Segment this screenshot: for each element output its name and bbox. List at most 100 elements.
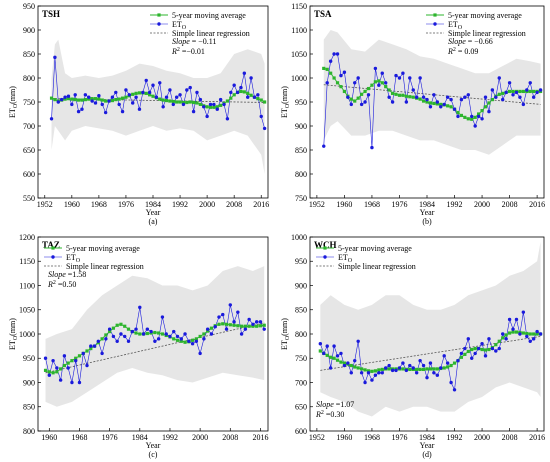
- eto-point: [366, 93, 371, 97]
- moving-average-point: [89, 346, 93, 351]
- moving-average-point: [507, 89, 512, 94]
- moving-average-point: [384, 85, 388, 89]
- eto-point: [100, 102, 104, 107]
- eto-point: [160, 315, 165, 319]
- eto-point: [243, 327, 248, 331]
- subfigure-caption: (c): [149, 450, 158, 459]
- eto-point: [414, 95, 419, 99]
- eto-point: [432, 371, 436, 375]
- moving-average-point: [225, 99, 230, 103]
- x-tick-label: 2008: [222, 433, 238, 442]
- moving-average-point: [157, 331, 161, 335]
- moving-average-point: [446, 365, 450, 369]
- moving-average-point: [80, 98, 84, 102]
- y-axis-label: ETO(mm): [280, 318, 291, 350]
- eto-point: [370, 145, 374, 150]
- r2-value: =−0.01: [180, 47, 205, 56]
- moving-average-point: [432, 101, 436, 106]
- moving-average-point: [353, 99, 357, 103]
- legend-ma-label: 5-year moving average: [66, 244, 140, 253]
- moving-average-point: [421, 99, 426, 103]
- moving-average-point: [100, 98, 104, 102]
- moving-average-point: [114, 98, 118, 102]
- moving-average-point: [206, 329, 210, 333]
- x-tick-label: 1968: [91, 200, 107, 209]
- eto-point: [445, 95, 450, 99]
- x-tick-label: 1968: [364, 200, 380, 209]
- eto-point: [370, 378, 374, 382]
- moving-average-point: [477, 112, 481, 116]
- eto-point: [487, 109, 491, 114]
- x-axis-label: Year: [420, 441, 435, 450]
- moving-average-point: [483, 348, 488, 352]
- moving-average-point: [514, 330, 519, 334]
- moving-average-point: [446, 104, 450, 108]
- legend-eto-label: ETO: [172, 20, 187, 31]
- moving-average-point: [115, 323, 119, 327]
- y-tick-label: 900: [23, 26, 35, 35]
- eto-point: [380, 371, 384, 375]
- moving-average-point: [318, 349, 322, 353]
- moving-average-point: [198, 334, 202, 339]
- y-tick-label: 1050: [19, 306, 35, 315]
- moving-average-point: [55, 370, 59, 374]
- moving-average-point: [258, 324, 263, 328]
- moving-average-point: [335, 358, 340, 362]
- moving-average-point: [175, 338, 180, 342]
- eto-point: [66, 94, 71, 98]
- eto-point: [194, 339, 199, 343]
- eto-point: [473, 124, 477, 128]
- eto-point: [70, 102, 74, 107]
- moving-average-point: [325, 353, 329, 357]
- x-tick-label: 1968: [71, 433, 87, 442]
- moving-average-point: [185, 100, 189, 105]
- eto-point: [254, 320, 259, 324]
- moving-average-point: [415, 367, 419, 372]
- eto-point: [224, 327, 229, 331]
- moving-average-point: [535, 332, 539, 336]
- eto-point: [119, 332, 123, 336]
- eto-point: [77, 380, 82, 385]
- eto-point: [175, 334, 180, 339]
- y-axis-label-prefix: ET: [280, 340, 289, 350]
- eto-point: [73, 93, 77, 97]
- legend-eto-subscript: O: [458, 25, 463, 31]
- moving-average-point: [329, 71, 333, 75]
- eto-point: [449, 380, 453, 385]
- moving-average-point: [138, 332, 142, 336]
- y-tick-label: 750: [23, 98, 35, 107]
- subfigure-caption: (b): [422, 217, 432, 226]
- moving-average-point: [179, 339, 183, 343]
- y-tick-label: 1150: [19, 257, 35, 266]
- eto-point: [147, 90, 152, 95]
- y-tick-label: 1000: [19, 330, 35, 339]
- panel-tsa: 750 800 850 900 950 1000 1050 1100 1150 1952 1960 1…: [280, 2, 545, 226]
- r2-text: R2 = 0.09: [447, 47, 478, 56]
- slope-text: Slope =1.07: [316, 400, 354, 409]
- moving-average-point: [335, 81, 340, 85]
- eto-point: [384, 366, 388, 370]
- eto-point: [58, 378, 63, 382]
- moving-average-line: [323, 67, 541, 120]
- eto-point: [191, 109, 196, 114]
- eto-point: [131, 101, 135, 105]
- regression-line: [320, 336, 541, 371]
- moving-average-point: [119, 322, 123, 326]
- y-tick-label: 950: [23, 354, 35, 363]
- moving-average-point: [66, 361, 70, 365]
- eto-point: [164, 95, 169, 99]
- eto-point: [228, 303, 232, 307]
- eto-point: [359, 371, 364, 375]
- y-tick-label: 1100: [19, 281, 35, 290]
- panel-label: TSA: [314, 9, 332, 19]
- moving-average-point: [151, 94, 155, 98]
- eto-point: [178, 93, 182, 97]
- moving-average-point: [255, 324, 259, 328]
- moving-average-point: [473, 346, 477, 351]
- moving-average-point: [73, 98, 77, 102]
- y-tick-label: 850: [295, 146, 307, 155]
- eto-point: [428, 361, 433, 365]
- eto-point: [83, 93, 88, 97]
